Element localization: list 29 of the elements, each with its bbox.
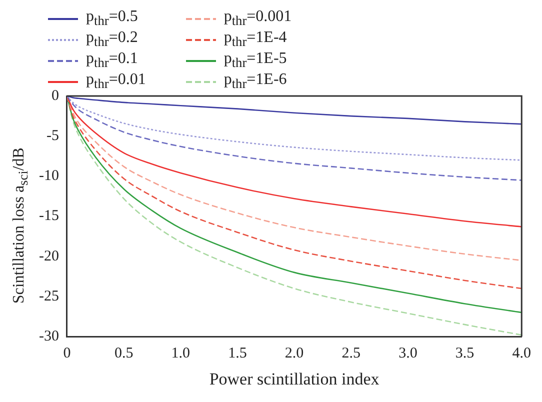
legend-label: p$_{thr}$=0.5 — [86, 8, 138, 30]
line-series — [66, 96, 522, 125]
legend-label: p$_{thr}$=0.01 — [86, 70, 146, 92]
x-tick-label: 0 — [63, 346, 71, 362]
x-tick-label: 0.5 — [114, 346, 134, 362]
legend-label: p$_{thr}$=1E-5 — [224, 50, 287, 72]
y-tick-label: -25 — [38, 288, 59, 304]
x-tick-label: 1.0 — [171, 346, 190, 362]
line-series — [66, 96, 522, 181]
x-tick-label: 3.5 — [455, 346, 474, 362]
x-tick-label: 3.0 — [398, 346, 418, 362]
x-tick-label: 1.5 — [228, 346, 247, 362]
y-tick-label: -30 — [38, 328, 59, 345]
y-tick-label: -20 — [38, 248, 59, 264]
y-tick-label: 0 — [51, 88, 59, 104]
y-tick-label: -5 — [46, 128, 59, 144]
legend-label: p$_{thr}$=1E-4 — [224, 28, 287, 50]
y-tick-label: -10 — [38, 168, 59, 184]
legend-label: p$_{thr}$=0.1 — [86, 50, 138, 72]
legend-label: p$_{thr}$=1E-6 — [224, 70, 287, 92]
y-tick-label: -15 — [38, 208, 59, 224]
legend-label: p$_{thr}$=0.2 — [86, 28, 138, 50]
line-series — [66, 96, 522, 228]
line-series — [66, 96, 522, 161]
legend-label: p$_{thr}$=0.001 — [224, 8, 292, 30]
x-tick-label: 4.0 — [512, 346, 531, 362]
x-axis-title: Power scintillation index — [209, 369, 380, 388]
x-tick-label: 2.0 — [284, 346, 304, 362]
x-tick-label: 2.5 — [342, 346, 361, 362]
